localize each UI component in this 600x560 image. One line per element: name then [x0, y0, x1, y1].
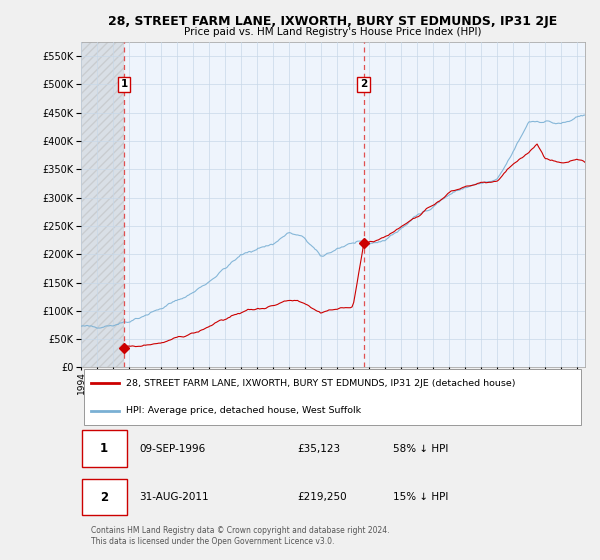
FancyBboxPatch shape	[82, 479, 127, 515]
FancyBboxPatch shape	[83, 369, 581, 425]
Bar	[124, 42, 585, 367]
Text: Price paid vs. HM Land Registry's House Price Index (HPI): Price paid vs. HM Land Registry's House …	[184, 27, 482, 37]
Text: 2: 2	[100, 491, 108, 504]
Text: 31-AUG-2011: 31-AUG-2011	[139, 492, 209, 502]
Text: £219,250: £219,250	[298, 492, 347, 502]
Text: £35,123: £35,123	[298, 444, 341, 454]
Text: 09-SEP-1996: 09-SEP-1996	[139, 444, 205, 454]
Text: 15% ↓ HPI: 15% ↓ HPI	[394, 492, 449, 502]
Text: Contains HM Land Registry data © Crown copyright and database right 2024.
This d: Contains HM Land Registry data © Crown c…	[91, 526, 389, 545]
FancyBboxPatch shape	[82, 431, 127, 466]
Text: 58% ↓ HPI: 58% ↓ HPI	[394, 444, 449, 454]
Text: 2: 2	[360, 80, 367, 90]
Bar	[81, 42, 124, 367]
Text: 1: 1	[121, 80, 128, 90]
Text: 28, STREET FARM LANE, IXWORTH, BURY ST EDMUNDS, IP31 2JE: 28, STREET FARM LANE, IXWORTH, BURY ST E…	[109, 15, 557, 28]
Text: 28, STREET FARM LANE, IXWORTH, BURY ST EDMUNDS, IP31 2JE (detached house): 28, STREET FARM LANE, IXWORTH, BURY ST E…	[127, 379, 516, 388]
Text: 1: 1	[100, 442, 108, 455]
Text: HPI: Average price, detached house, West Suffolk: HPI: Average price, detached house, West…	[127, 407, 361, 416]
